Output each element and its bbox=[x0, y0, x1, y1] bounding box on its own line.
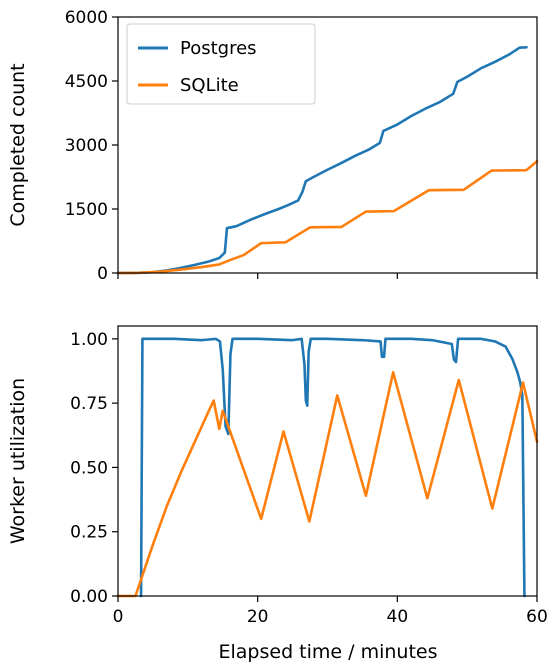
worker-utilization-y-tick-label: 0.25 bbox=[70, 523, 108, 543]
completed-count-y-tick-label: 6000 bbox=[65, 8, 108, 28]
worker-utilization-line-sqlite bbox=[116, 370, 539, 598]
worker-utilization-y-tick-label: 0.75 bbox=[70, 394, 108, 414]
x-axis-label: Elapsed time / minutes bbox=[219, 641, 438, 663]
completed-count-line-sqlite bbox=[116, 159, 539, 275]
worker-utilization-frame bbox=[117, 325, 538, 597]
completed-count-x-ticks bbox=[117, 273, 538, 279]
legend-label-sqlite: SQLite bbox=[180, 75, 239, 96]
worker-utilization-y-tick-label: 1.00 bbox=[70, 330, 108, 350]
completed-count-y-ticks: 0 1500 3000 4500 6000 bbox=[65, 8, 118, 284]
legend: Postgres SQLite bbox=[126, 23, 316, 105]
legend-box bbox=[126, 23, 316, 105]
completed-count-y-tick-label: 1500 bbox=[65, 200, 108, 220]
completed-count-y-tick-label: 0 bbox=[97, 264, 108, 284]
completed-count-series bbox=[116, 45, 539, 275]
worker-utilization-y-tick-label: 0.00 bbox=[70, 587, 108, 607]
worker-utilization-panel: 0.00 0.25 0.50 0.75 1.00 0 20 40 60 Worker util… bbox=[7, 325, 548, 663]
worker-utilization-series bbox=[116, 337, 539, 598]
completed-count-line-postgres bbox=[116, 45, 528, 275]
completed-count-panel: 0 1500 3000 4500 6000 Completed count Postgr… bbox=[7, 8, 539, 284]
worker-utilization-axes-frame bbox=[117, 325, 538, 597]
completed-count-y-tick-label: 4500 bbox=[65, 72, 108, 92]
completed-count-y-tick-label: 3000 bbox=[65, 136, 108, 156]
worker-utilization-y-tick-label: 0.50 bbox=[70, 458, 108, 478]
worker-utilization-x-tick-label: 20 bbox=[247, 607, 269, 627]
worker-utilization-x-tick-label: 60 bbox=[526, 607, 548, 627]
worker-utilization-y-axis-label: Worker utilization bbox=[7, 378, 29, 544]
worker-utilization-x-ticks: 0 20 40 60 bbox=[113, 596, 548, 627]
worker-utilization-x-tick-label: 0 bbox=[113, 607, 124, 627]
legend-label-postgres: Postgres bbox=[180, 38, 257, 59]
worker-utilization-line-postgres bbox=[139, 337, 526, 598]
completed-count-y-axis-label: Completed count bbox=[7, 63, 29, 226]
worker-utilization-y-ticks: 0.00 0.25 0.50 0.75 1.00 bbox=[70, 330, 118, 607]
worker-utilization-x-tick-label: 40 bbox=[387, 607, 409, 627]
